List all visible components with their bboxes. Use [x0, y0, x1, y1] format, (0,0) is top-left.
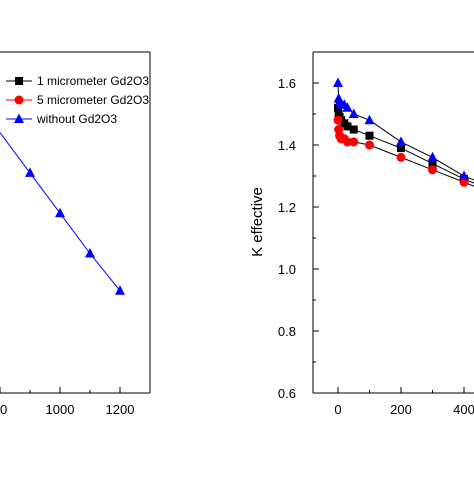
right-data-point: [365, 140, 374, 150]
right-x-tick-label: 200: [390, 402, 412, 417]
right-x-tick-label: 400: [453, 402, 474, 417]
left-x-tick-label: 1000: [46, 402, 75, 417]
right-data-point: [349, 137, 359, 147]
right-data-point: [396, 152, 406, 162]
legend-label: without Gd2O3: [36, 112, 117, 126]
left-data-point: [115, 285, 125, 295]
right-data-point: [364, 114, 375, 125]
right-data-point: [333, 115, 343, 125]
right-series-line: [337, 107, 474, 184]
legend-marker: [14, 95, 24, 105]
legend-label: 5 micrometer Gd2O3: [37, 93, 149, 107]
right-data-point: [396, 136, 406, 146]
legend-label: 1 micrometer Gd2O3: [37, 74, 149, 88]
right-data-point: [397, 144, 405, 153]
legend-marker: [15, 77, 23, 85]
left-data-point: [85, 248, 95, 258]
right-y-tick-label: 0.6: [278, 386, 296, 401]
legend: 1 micrometer Gd2O3 5 micrometer Gd2O3 with…: [6, 74, 149, 126]
left-x-tick-label: 1200: [106, 402, 135, 417]
right-data-point: [428, 159, 437, 168]
right-x-tick-label: 0: [334, 402, 341, 417]
left-x-tick-label: 00: [0, 402, 7, 417]
right-data-point: [428, 165, 437, 175]
left-data-point: [25, 167, 35, 177]
left-data-point: [55, 207, 65, 218]
right-plot: 0.6 0.8 1.0 1.2 1.4 1.6 0 200 400 K effective: [249, 51, 474, 417]
right-y-tick-label: 1.0: [278, 262, 296, 277]
right-y-axis-title: K effective: [249, 187, 266, 257]
right-y-tick-label: 0.8: [278, 324, 296, 339]
right-y-tick-label: 1.2: [278, 200, 296, 215]
right-data-point: [342, 137, 352, 147]
right-data-point: [333, 77, 343, 87]
right-data-point: [349, 125, 358, 134]
right-y-tick-label: 1.6: [278, 76, 296, 91]
right-data-point: [343, 122, 352, 131]
legend-marker: [14, 113, 24, 123]
right-data-point: [342, 102, 353, 112]
right-data-point: [348, 108, 359, 118]
right-series-line: [337, 82, 474, 181]
right-data-point: [459, 170, 469, 180]
right-series-line: [337, 120, 474, 187]
right-y-tick-label: 1.4: [278, 138, 296, 153]
right-data-point: [365, 131, 374, 140]
right-data-point: [427, 151, 438, 162]
left-plot: 00 1000 1200 1 micrometer Gd2O3 5 micrometer…: [0, 51, 151, 417]
